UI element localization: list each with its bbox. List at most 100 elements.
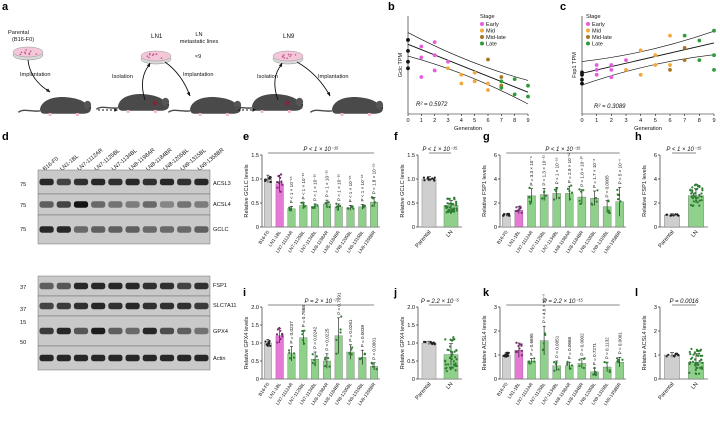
data-dot: [352, 207, 355, 210]
legend-label: Late: [592, 42, 603, 48]
x-tick-label: 5: [654, 118, 657, 124]
data-dot: [698, 366, 702, 369]
data-dot: [423, 179, 426, 182]
category-label: Parental: [658, 229, 676, 249]
y-tick-label: 1.5: [251, 153, 259, 159]
panel-label-h: h: [635, 131, 642, 143]
blot-band: [177, 201, 192, 208]
panel-label-e: e: [243, 131, 249, 143]
data-dot: [619, 200, 622, 203]
arrow-implant-2-head: [186, 92, 190, 96]
p-value-label: P = 0.1132: [605, 337, 610, 359]
data-dot: [335, 338, 338, 342]
panel-label-a: a: [2, 1, 9, 13]
data-dot: [447, 348, 450, 352]
p-value-label: P = 1.8 × 10⁻¹⁵: [372, 163, 377, 194]
data-dot: [520, 343, 523, 346]
data-dot: [362, 204, 366, 207]
band-label: FSP1: [213, 283, 227, 289]
data-dot: [454, 200, 458, 203]
data-dot: [350, 205, 354, 209]
bar: [664, 354, 680, 380]
p-value-label: P = 0.0005: [605, 175, 610, 198]
blot-band: [125, 302, 140, 310]
data-dot: [568, 197, 572, 201]
band-label: ACSL3: [213, 181, 231, 187]
x-tick-label: 6: [668, 118, 671, 124]
data-dot: [693, 195, 696, 198]
data-dot: [335, 352, 338, 355]
blot-band: [177, 302, 192, 310]
data-dot: [689, 189, 692, 192]
legend-label: Early: [592, 22, 605, 28]
data-dot: [277, 181, 280, 184]
data-dot: [693, 351, 696, 354]
blot-band: [39, 201, 54, 208]
data-dot: [514, 350, 518, 353]
data-dot: [694, 188, 697, 191]
dish-ln1-cell: [160, 57, 163, 59]
y-axis-label: Relative GPX4 levels: [400, 317, 406, 370]
data-dot: [275, 333, 279, 336]
blot-band: [39, 282, 54, 290]
legend-marker: [586, 28, 590, 33]
p-value-label: P < 1 × 10⁻¹⁵: [348, 175, 353, 202]
x-tick-label: 9: [526, 118, 529, 124]
data-dot: [570, 191, 574, 194]
legend-label: Mid: [592, 29, 601, 35]
data-dot: [311, 361, 314, 365]
legend-marker: [586, 35, 590, 39]
data-dot: [552, 198, 556, 201]
data-dot: [323, 358, 327, 361]
data-dot: [455, 358, 458, 361]
blot-band: [56, 226, 71, 233]
data-dot: [700, 195, 703, 198]
dish-parental-cell: [35, 53, 38, 55]
data-dot: [275, 180, 279, 184]
scatter-point: [594, 63, 599, 67]
y-tick-label: 0: [494, 225, 497, 231]
data-dot: [518, 208, 521, 211]
data-dot: [455, 204, 458, 207]
dish-parental-cell: [19, 53, 22, 56]
y-tick-label: 6: [654, 153, 657, 159]
data-dot: [533, 357, 536, 360]
data-dot: [696, 349, 699, 353]
data-dot: [670, 214, 673, 217]
scatter-point: [499, 75, 504, 79]
data-dot: [617, 193, 620, 197]
scatter-point: [682, 33, 687, 38]
data-dot: [557, 368, 560, 371]
p-value-label: P = 3.3 × 10⁻⁸: [529, 156, 534, 185]
scatter-point: [459, 81, 464, 86]
scatter-point: [486, 88, 490, 92]
blot-band: [39, 226, 54, 233]
blot-band: [39, 178, 54, 186]
mouse-1-foot: [76, 113, 79, 116]
data-dot: [594, 196, 598, 200]
category-label: Parental: [415, 381, 433, 401]
chart-h-fsp1-grouped: 0 2 4 6 Relative FSP1 levels P < 1 × 10⁻¹⁵ Par…: [642, 146, 708, 249]
data-dot: [514, 209, 518, 213]
category-label: LN: [690, 229, 699, 238]
category-label: LN: [445, 229, 454, 238]
mw-marker: 37: [20, 285, 26, 291]
x-tick-label: 4: [460, 118, 463, 124]
mouse-4-tail: [229, 106, 253, 110]
p-value-label: P = 1.3 × 10⁻¹¹: [542, 155, 547, 186]
band-label: GCLC: [213, 227, 229, 233]
data-dot: [518, 343, 521, 346]
legend-marker: [586, 22, 590, 26]
fit-line: [581, 42, 715, 74]
legend-title: Stage: [586, 14, 601, 20]
data-dot: [544, 333, 547, 336]
p-value-label: P = 0.0261: [348, 319, 353, 342]
data-dot: [454, 369, 457, 372]
data-dot: [616, 188, 619, 191]
y-tick-label: 2: [654, 201, 657, 207]
mouse-5-foot: [340, 113, 344, 116]
dish-ln9-cell: [290, 53, 292, 56]
data-dot: [529, 202, 532, 205]
